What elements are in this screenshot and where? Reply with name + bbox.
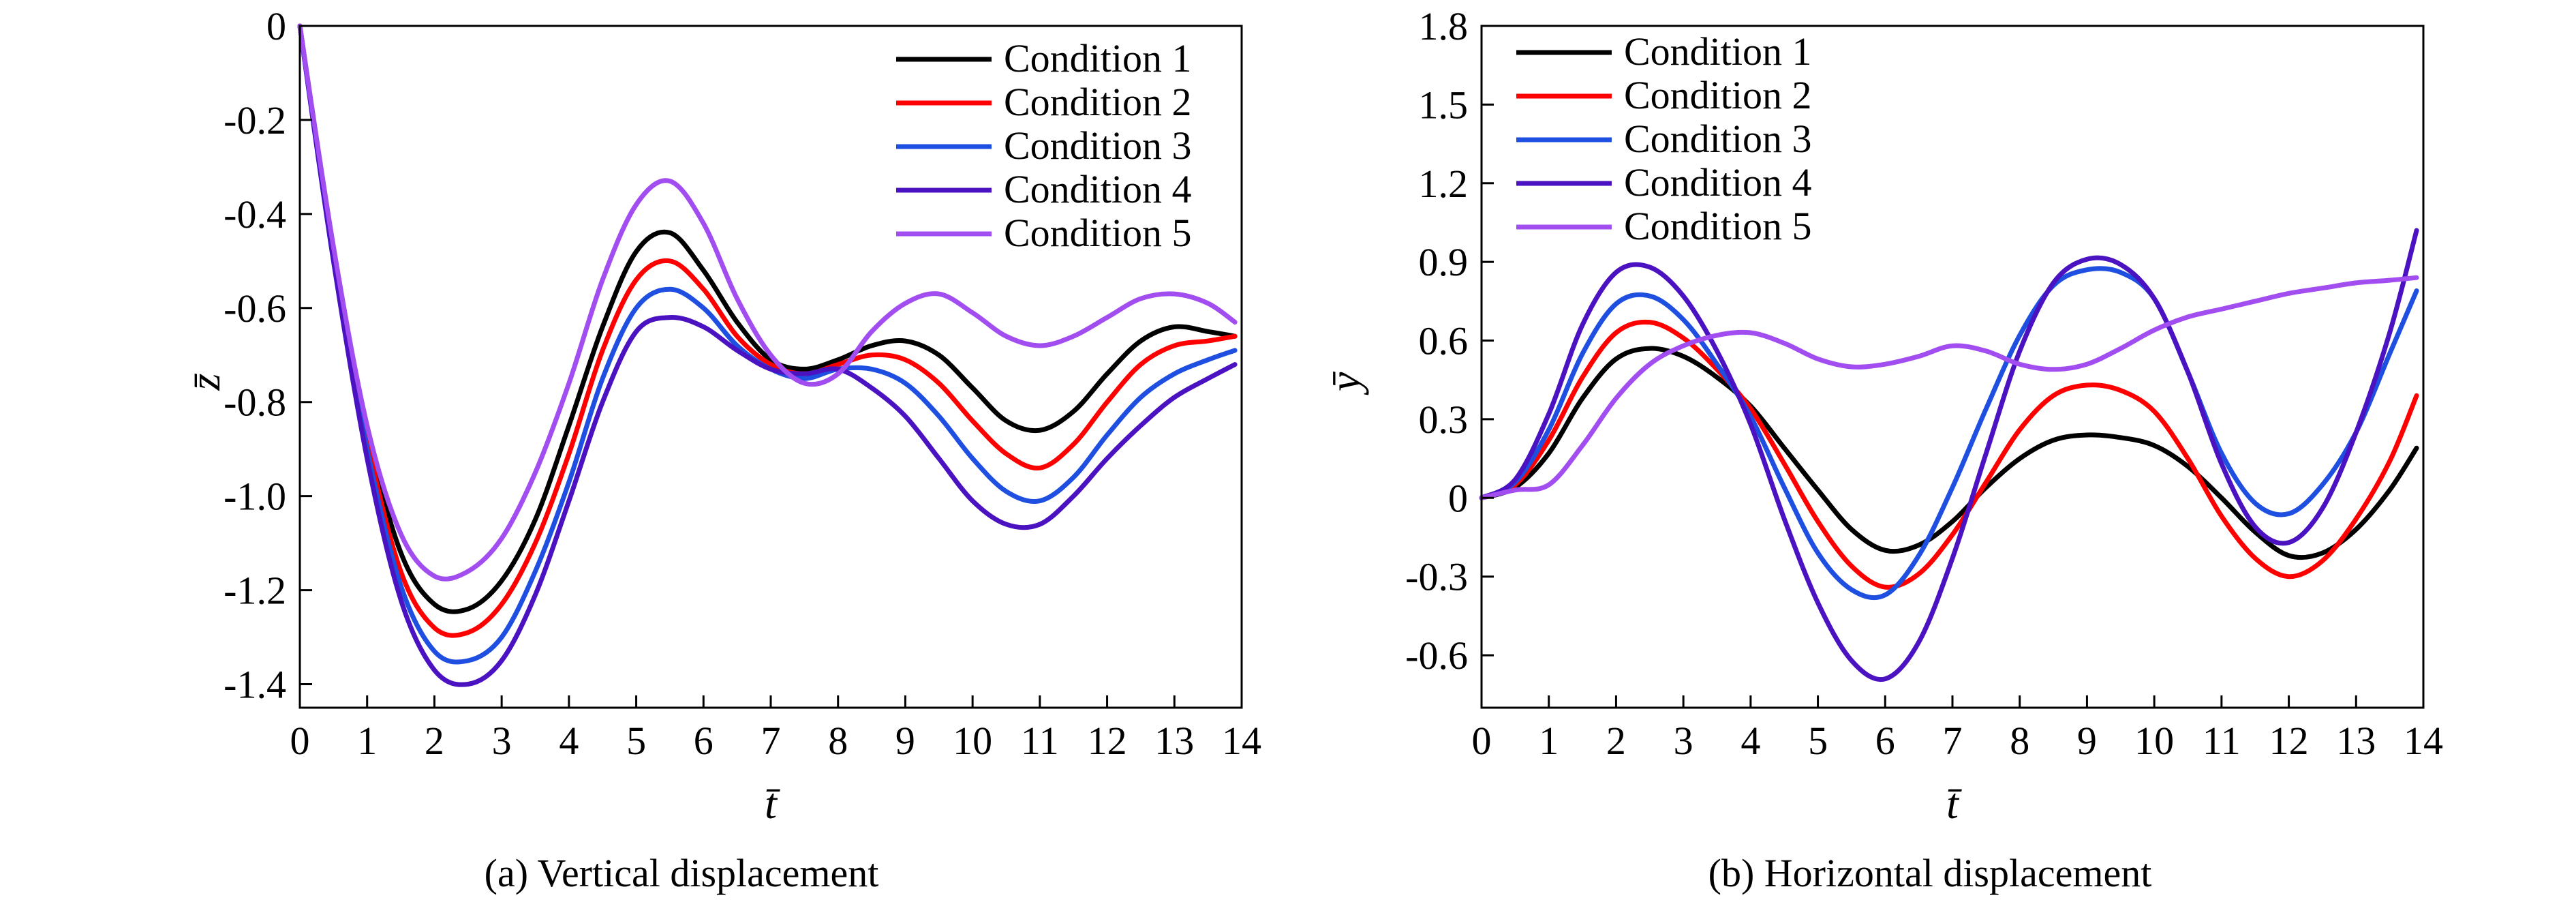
ticks-layer-a: 0 1 2 3 4 5 6 7 8 9 10 11 12 13 140-0.2-0.4-0.6-0.8-1.…	[224, 4, 1261, 763]
y-tick-label-b: 1.5	[1419, 82, 1469, 127]
x-tick-label-b: 13	[2336, 719, 2376, 763]
legend-label-a-1: Condition 1	[1004, 36, 1192, 80]
x-tick-label-a: 14	[1222, 719, 1261, 763]
series-b-condition-5	[1479, 275, 2419, 500]
y-tick-label-b: -0.3	[1405, 555, 1468, 599]
x-tick-label-b: 10	[2134, 719, 2174, 763]
y-tick-label-a: -0.4	[224, 192, 286, 237]
x-tick-label-a: 5	[626, 719, 646, 763]
series-a-condition-5	[297, 23, 1238, 582]
legend-label-b-3: Condition 3	[1624, 117, 1812, 161]
x-tick-label-a: 11	[1021, 719, 1059, 763]
y-tick-label-a: -0.2	[224, 98, 286, 142]
y-tick-label-a: -0.8	[224, 380, 286, 425]
y-tick-label-a: -1.4	[224, 663, 286, 707]
y-tick-label-a: 0	[266, 4, 286, 48]
y-axis-title-b: ȳ	[1321, 371, 1369, 395]
x-tick-label-a: 13	[1154, 719, 1194, 763]
series-a-condition-2	[297, 23, 1238, 638]
x-tick-label-b: 1	[1539, 719, 1559, 763]
series-layer-b	[1479, 228, 2419, 682]
x-tick-label-b: 3	[1674, 719, 1693, 763]
ticks-layer-b: 0 1 2 3 4 5 6 7 8 9 10 11 12 13 141.81.51.20.90.60.30-…	[1405, 4, 2443, 763]
x-tick-label-b: 8	[2010, 719, 2029, 763]
x-tick-label-b: 6	[1875, 719, 1895, 763]
x-tick-label-b: 11	[2203, 719, 2241, 763]
series-a-condition-1	[297, 23, 1238, 614]
y-tick-label-b: 1.8	[1419, 4, 1469, 48]
caption-b: (b) Horizontal displacement	[1708, 851, 2152, 895]
x-tick-label-a: 10	[953, 719, 992, 763]
panel-horizontal-displacement: 0 1 2 3 4 5 6 7 8 9 10 11 12 13 141.81.51.20.90.60.30-…	[1321, 4, 2443, 895]
y-tick-label-b: 0.6	[1419, 319, 1469, 363]
series-a-condition-3	[297, 23, 1238, 665]
x-tick-label-b: 5	[1808, 719, 1828, 763]
plot-frame-b	[1480, 25, 2425, 709]
legend-label-b-5: Condition 5	[1624, 204, 1812, 248]
x-tick-label-a: 4	[559, 719, 579, 763]
legend-label-a-5: Condition 5	[1004, 211, 1192, 255]
x-axis-title-a: t̄	[765, 779, 780, 828]
x-tick-label-b: 7	[1943, 719, 1963, 763]
legend-label-b-2: Condition 2	[1624, 73, 1812, 117]
y-tick-label-b: 0	[1448, 476, 1468, 520]
series-b-condition-2	[1479, 319, 2419, 590]
legend-label-b-4: Condition 4	[1624, 160, 1812, 205]
x-tick-label-a: 2	[425, 719, 444, 763]
x-tick-label-a: 8	[828, 719, 848, 763]
series-b-condition-1	[1479, 346, 2419, 560]
y-tick-label-b: -0.6	[1405, 633, 1468, 678]
legend-label-a-3: Condition 3	[1004, 123, 1192, 168]
y-tick-label-a: -1.2	[224, 569, 286, 613]
legend-label-a-2: Condition 2	[1004, 80, 1192, 124]
series-a-condition-4	[297, 23, 1238, 687]
legend-label-a-4: Condition 4	[1004, 167, 1192, 211]
series-layer-a	[297, 23, 1238, 687]
panel-vertical-displacement: 0 1 2 3 4 5 6 7 8 9 10 11 12 13 140-0.2-0.4-0.6-0.8-1.…	[181, 4, 1261, 895]
y-axis-title-a: z̄	[181, 373, 229, 391]
x-tick-label-a: 3	[492, 719, 512, 763]
legend-label-b-1: Condition 1	[1624, 29, 1812, 74]
series-b-condition-3	[1479, 266, 2419, 601]
series-b-condition-4	[1479, 228, 2419, 682]
y-tick-label-b: 0.3	[1419, 397, 1469, 442]
x-tick-label-a: 0	[290, 719, 310, 763]
x-tick-label-b: 2	[1606, 719, 1626, 763]
x-tick-label-a: 9	[895, 719, 915, 763]
x-tick-label-b: 4	[1741, 719, 1760, 763]
x-tick-label-a: 7	[761, 719, 781, 763]
y-tick-label-a: -0.6	[224, 286, 286, 331]
x-tick-label-b: 12	[2269, 719, 2309, 763]
caption-a: (a) Vertical displacement	[485, 851, 879, 895]
x-tick-label-a: 12	[1088, 719, 1127, 763]
x-axis-title-b: t̄	[1946, 779, 1962, 828]
y-tick-label-a: -1.0	[224, 475, 286, 519]
y-tick-label-b: 1.2	[1419, 162, 1469, 206]
x-tick-label-a: 6	[694, 719, 714, 763]
x-tick-label-b: 0	[1472, 719, 1492, 763]
x-tick-label-a: 1	[357, 719, 377, 763]
x-tick-label-b: 14	[2404, 719, 2443, 763]
y-tick-label-b: 0.9	[1419, 240, 1469, 284]
x-tick-label-b: 9	[2077, 719, 2097, 763]
